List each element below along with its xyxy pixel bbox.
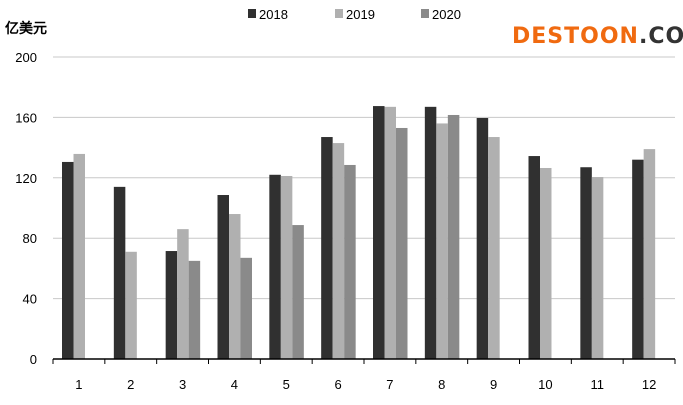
bar-2020-8 — [447, 114, 460, 359]
bar-2019-3 — [177, 229, 189, 359]
legend-swatch-2020 — [421, 9, 429, 18]
x-tick-label: 5 — [283, 377, 290, 392]
watermark-part2: .COM — [638, 24, 683, 49]
x-tick-label: 8 — [438, 377, 445, 392]
bar-2020-7 — [396, 127, 408, 359]
legend-swatch-2019 — [335, 9, 343, 18]
bar-2020-5 — [292, 225, 304, 359]
y-tick-label: 200 — [15, 50, 37, 65]
bar-2018-2 — [113, 186, 126, 359]
bar-2019-9 — [488, 137, 500, 359]
y-axis-unit-label: 亿美元 — [5, 20, 47, 37]
bar-2020-3 — [188, 260, 201, 359]
legend-label-2019: 2019 — [346, 7, 375, 22]
x-tick-label: 9 — [490, 377, 497, 392]
bar-2018-5 — [269, 174, 281, 359]
bar-2019-8 — [436, 123, 448, 359]
x-tick-label: 10 — [538, 377, 552, 392]
x-tick-label: 7 — [386, 377, 393, 392]
bar-2018-6 — [321, 137, 333, 359]
bar-2018-3 — [165, 251, 178, 359]
watermark: DESTOON.COM — [512, 24, 683, 49]
watermark-part1: DESTOON — [512, 24, 639, 49]
bar-2019-5 — [280, 175, 293, 359]
bar-2018-4 — [217, 195, 229, 359]
bar-2018-8 — [424, 106, 437, 359]
bar-2018-12 — [632, 159, 644, 359]
bar-2019-6 — [332, 143, 345, 359]
bar-2018-11 — [580, 167, 592, 359]
x-tick-label: 12 — [642, 377, 656, 392]
x-tick-label: 1 — [75, 377, 82, 392]
x-tick-label: 6 — [334, 377, 341, 392]
y-tick-label: 80 — [23, 231, 37, 246]
x-tick-label: 4 — [231, 377, 238, 392]
bar-2019-4 — [229, 214, 241, 359]
bar-2019-11 — [591, 177, 604, 359]
bar-2019-10 — [540, 167, 552, 359]
bar-2018-10 — [528, 156, 540, 359]
bar-2019-7 — [384, 106, 396, 359]
bar-2018-7 — [373, 106, 385, 359]
bar-2020-4 — [240, 257, 252, 359]
y-tick-label: 120 — [15, 171, 37, 186]
x-tick-label: 2 — [127, 377, 134, 392]
bar-2018-1 — [62, 161, 74, 359]
bar-2019-2 — [125, 251, 137, 359]
x-tick-label: 11 — [591, 377, 605, 392]
legend-label-2020: 2020 — [432, 7, 461, 22]
bar-2018-9 — [476, 118, 489, 359]
bar-2019-12 — [643, 149, 656, 359]
bar-2019-1 — [73, 153, 85, 359]
y-tick-label: 40 — [23, 292, 37, 307]
y-tick-label: 0 — [30, 352, 37, 367]
x-tick-label: 3 — [179, 377, 186, 392]
y-tick-label: 160 — [15, 110, 37, 125]
legend-swatch-2018 — [248, 9, 256, 18]
legend-label-2018: 2018 — [259, 7, 288, 22]
bar-2020-6 — [344, 164, 356, 359]
